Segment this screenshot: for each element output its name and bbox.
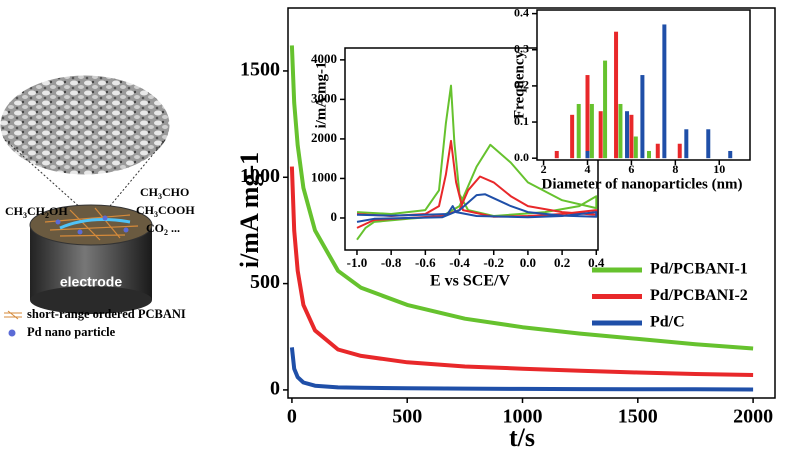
bar — [662, 24, 667, 159]
legend-label: Pd/C — [650, 314, 685, 331]
legend-label: Pd/PCBANI-1 — [650, 261, 748, 278]
x-tick-label: 1500 — [618, 406, 658, 428]
sem-image — [0, 74, 171, 176]
bar — [706, 129, 711, 159]
plot-frame — [536, 9, 751, 161]
bar — [603, 60, 608, 159]
bar — [598, 111, 603, 159]
electrode-label: electrode — [60, 274, 122, 290]
bar — [576, 103, 581, 159]
y-axis-label: i/mA mg-1 — [235, 152, 264, 268]
chart: 2 4 6 8 10 0.0 0.1 0.2 0.3 0.4 Diameter of nanopar… — [511, 5, 751, 192]
product-label: CH3CHO — [140, 185, 189, 202]
product-label: CO2 ... — [146, 221, 180, 238]
y-tick-label: 0.2 — [514, 78, 529, 92]
x-tick-label: 1000 — [503, 406, 543, 428]
bar — [585, 75, 590, 159]
y-tick-label: 0.1 — [514, 114, 529, 128]
chart: 0 500 1000 1500 2000 0 500 1000 1500 t/s i/mA mg-1… — [235, 7, 776, 452]
x-tick-label: -0.4 — [449, 255, 470, 270]
data-line — [356, 193, 598, 223]
y-tick-label: 0.0 — [514, 150, 529, 164]
data-line — [289, 166, 754, 377]
x-tick-label: 2 — [541, 162, 547, 176]
electrode-base — [30, 286, 152, 314]
y-tick-label: 2000 — [311, 130, 337, 145]
data-line — [289, 347, 754, 392]
y-tick-label: 0.4 — [514, 5, 529, 19]
bar — [629, 114, 634, 159]
y-tick-label: 0 — [270, 378, 280, 400]
y-tick-label: 4000 — [311, 51, 337, 66]
x-tick-label: -0.6 — [415, 255, 436, 270]
bar — [589, 103, 594, 159]
zoom-line — [99, 139, 166, 219]
x-tick-label: -1.0 — [347, 255, 368, 270]
bar — [684, 129, 689, 159]
polymer-key — [4, 310, 22, 320]
x-tick-label: 0 — [287, 406, 297, 428]
x-axis-label: E vs SCE/V — [430, 273, 510, 290]
x-tick-label: 10 — [713, 162, 725, 176]
y-tick-label: 500 — [250, 271, 280, 293]
plot-frame — [287, 7, 776, 399]
legend-text: Pd nano particle — [27, 325, 116, 339]
y-tick-label: 3000 — [311, 90, 337, 105]
pd-particles — [55, 215, 129, 235]
bar — [625, 111, 630, 159]
x-tick-label: 8 — [672, 162, 678, 176]
y-axis-label: i/mA mg-1 — [313, 61, 329, 128]
bar — [585, 150, 590, 159]
pd-key — [8, 329, 16, 337]
legend-label: Pd/PCBANI-2 — [650, 287, 748, 304]
y-tick-label: 1000 — [311, 169, 337, 184]
x-tick-label: 4 — [585, 162, 591, 176]
x-tick-label: -0.2 — [483, 255, 504, 270]
y-axis-label: Frequency — [511, 50, 527, 119]
bar — [554, 150, 559, 159]
y-tick-label: 1000 — [240, 165, 280, 187]
bar — [640, 75, 645, 159]
bar — [614, 31, 619, 159]
bar — [633, 136, 638, 159]
x-tick-label: 0.4 — [588, 255, 605, 270]
x-tick-label: -0.8 — [381, 255, 402, 270]
product-label: CH3COOH — [136, 203, 195, 220]
arrow — [59, 218, 131, 230]
y-tick-label: 1500 — [240, 59, 280, 81]
bar — [570, 114, 575, 159]
bar — [618, 103, 623, 159]
bar — [677, 143, 682, 159]
bar — [646, 150, 651, 159]
x-tick-label: 6 — [628, 162, 634, 176]
bar — [728, 150, 733, 159]
reactant-label: CH3CH2OH — [5, 204, 68, 221]
x-axis-label: t/s — [509, 423, 535, 452]
bar — [655, 143, 660, 159]
x-axis-label: Diameter of nanoparticles (nm) — [542, 176, 743, 192]
y-tick-label: 0 — [331, 209, 338, 224]
x-tick-label: 0.2 — [554, 255, 570, 270]
schematic: CH3CH2OH CH3CHO CH3COOH CO2 ... electrod… — [0, 74, 195, 339]
x-tick-label: 2000 — [733, 406, 773, 428]
x-tick-label: 500 — [392, 406, 422, 428]
data-line — [289, 45, 754, 351]
y-tick-label: 0.3 — [514, 42, 529, 56]
legend-text: short-range ordered PCBANI — [27, 307, 186, 321]
x-tick-label: 0.0 — [520, 255, 536, 270]
